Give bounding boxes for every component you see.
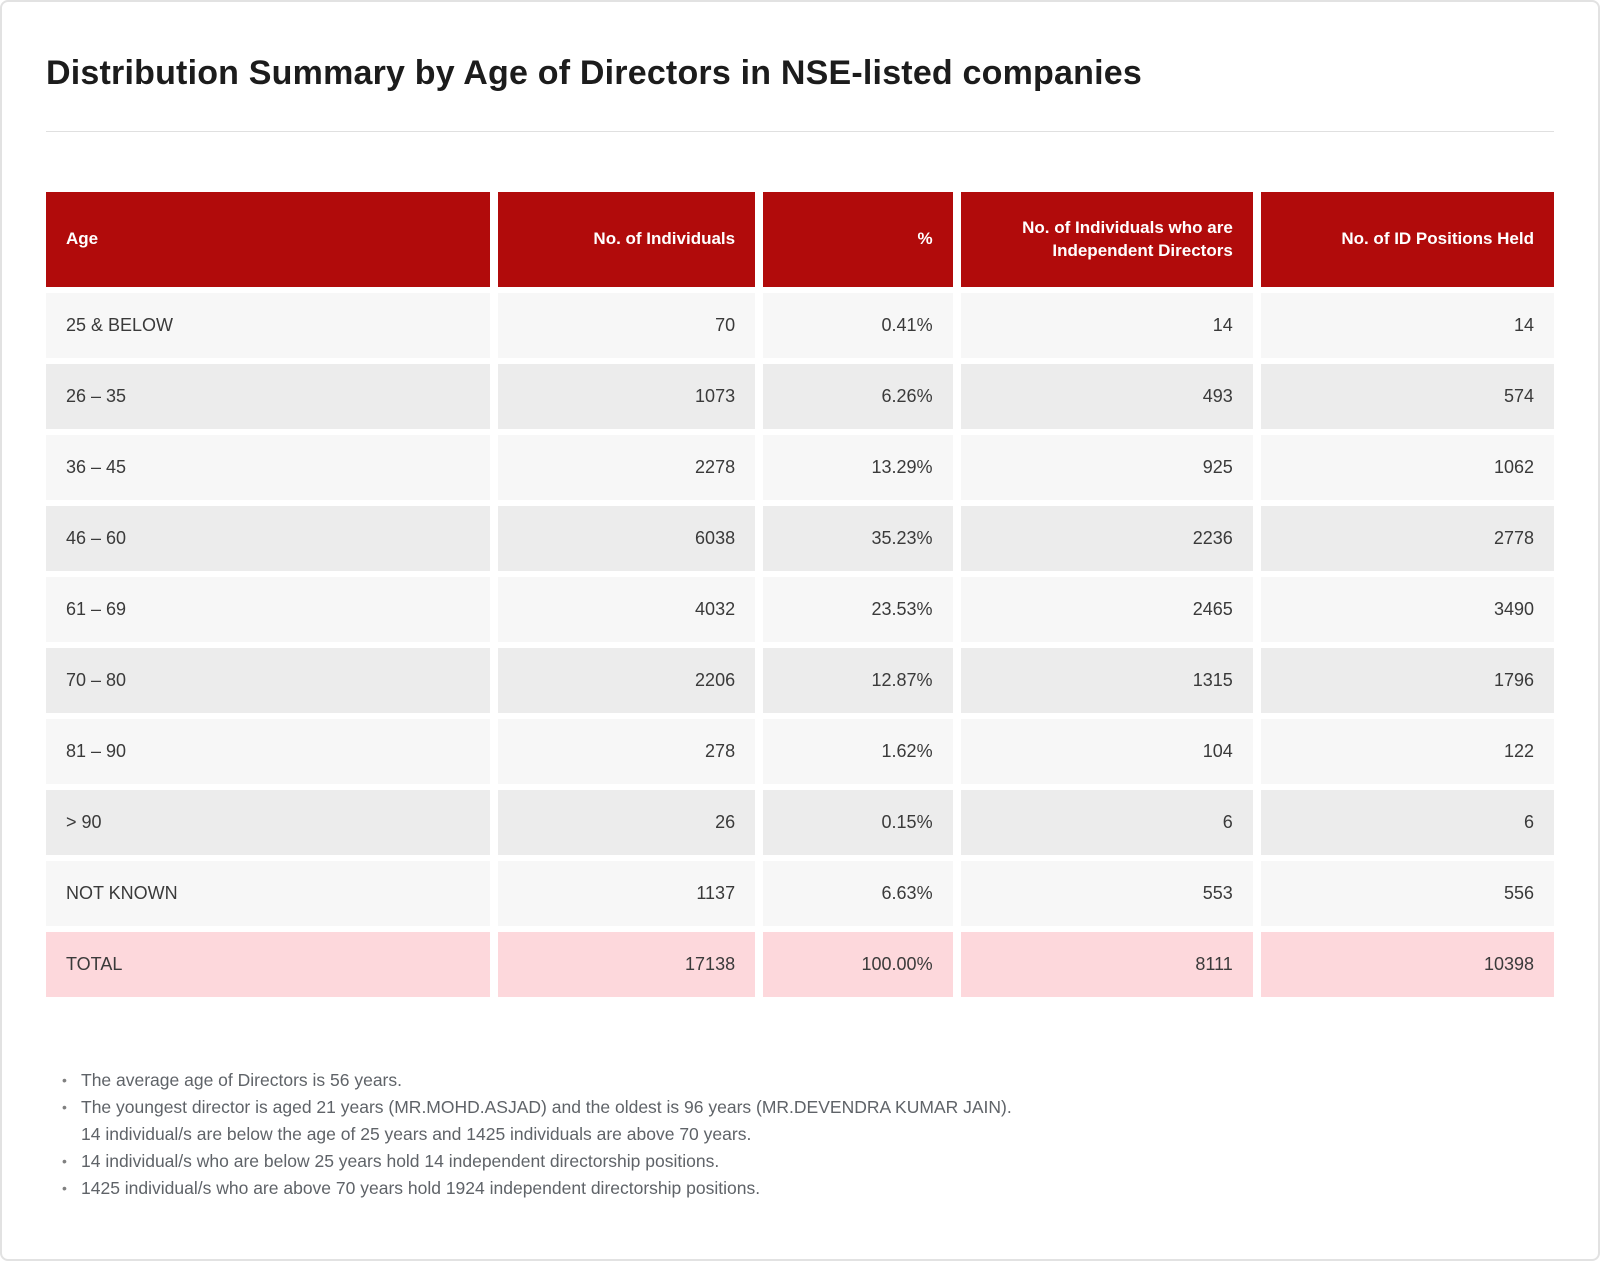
footnote-3: 14 individual/s who are below 25 years h… xyxy=(62,1148,1554,1175)
table-cell-percent: 0.15% xyxy=(763,790,953,855)
table-cell-independent-directors: 925 xyxy=(960,435,1253,500)
table-cell-independent-directors: 6 xyxy=(960,790,1253,855)
table-cell-individuals: 2278 xyxy=(497,435,756,500)
table-cell-individuals: 70 xyxy=(497,293,756,358)
column-header-id-positions: No. of ID Positions Held xyxy=(1260,192,1554,287)
table-cell-percent: 6.63% xyxy=(763,861,953,926)
table-cell-age: 61 – 69 xyxy=(46,577,490,642)
table-cell-age: NOT KNOWN xyxy=(46,861,490,926)
table-cell-independent-directors: 2236 xyxy=(960,506,1253,571)
title-divider xyxy=(46,131,1554,132)
column-header-age: Age xyxy=(46,192,490,287)
footnote-2: The youngest director is aged 21 years (… xyxy=(62,1094,1554,1148)
table-cell-independent-directors: 14 xyxy=(960,293,1253,358)
table-cell-independent-directors: 104 xyxy=(960,719,1253,784)
table-cell-individuals: 1137 xyxy=(497,861,756,926)
table-cell-id-positions: 2778 xyxy=(1260,506,1554,571)
column-header-percent: % xyxy=(763,192,953,287)
table-cell-individuals: 278 xyxy=(497,719,756,784)
column-header-independent-directors: No. of Individuals who are Independent D… xyxy=(960,192,1253,287)
footnote-1: The average age of Directors is 56 years… xyxy=(62,1067,1554,1094)
total-row-cell-percent: 100.00% xyxy=(763,932,953,997)
table-cell-independent-directors: 1315 xyxy=(960,648,1253,713)
table-cell-individuals: 26 xyxy=(497,790,756,855)
table-cell-individuals: 1073 xyxy=(497,364,756,429)
table-cell-id-positions: 3490 xyxy=(1260,577,1554,642)
table-cell-id-positions: 1796 xyxy=(1260,648,1554,713)
table-cell-independent-directors: 553 xyxy=(960,861,1253,926)
table-cell-id-positions: 6 xyxy=(1260,790,1554,855)
table-cell-percent: 0.41% xyxy=(763,293,953,358)
footnotes-list: The average age of Directors is 56 years… xyxy=(46,1067,1554,1202)
page-title: Distribution Summary by Age of Directors… xyxy=(46,54,1142,92)
table-cell-age: > 90 xyxy=(46,790,490,855)
table-cell-id-positions: 1062 xyxy=(1260,435,1554,500)
table-cell-age: 81 – 90 xyxy=(46,719,490,784)
table-cell-age: 70 – 80 xyxy=(46,648,490,713)
table-cell-percent: 13.29% xyxy=(763,435,953,500)
total-row-cell-id-positions: 10398 xyxy=(1260,932,1554,997)
table-cell-percent: 1.62% xyxy=(763,719,953,784)
table-cell-id-positions: 14 xyxy=(1260,293,1554,358)
table-cell-independent-directors: 493 xyxy=(960,364,1253,429)
table-cell-percent: 23.53% xyxy=(763,577,953,642)
total-row-cell-age: TOTAL xyxy=(46,932,490,997)
age-distribution-table: Age No. of Individuals% No. of Individuals… xyxy=(46,192,1554,997)
table-cell-id-positions: 556 xyxy=(1260,861,1554,926)
table-cell-age: 46 – 60 xyxy=(46,506,490,571)
table-cell-individuals: 2206 xyxy=(497,648,756,713)
table-cell-individuals: 6038 xyxy=(497,506,756,571)
column-header-individuals: No. of Individuals xyxy=(497,192,756,287)
table-cell-id-positions: 122 xyxy=(1260,719,1554,784)
table-cell-percent: 35.23% xyxy=(763,506,953,571)
table-cell-independent-directors: 2465 xyxy=(960,577,1253,642)
footnote-4: 1425 individual/s who are above 70 years… xyxy=(62,1175,1554,1202)
total-row-cell-independent-directors: 8111 xyxy=(960,932,1253,997)
table-cell-age: 26 – 35 xyxy=(46,364,490,429)
table-cell-percent: 12.87% xyxy=(763,648,953,713)
table-cell-individuals: 4032 xyxy=(497,577,756,642)
table-cell-percent: 6.26% xyxy=(763,364,953,429)
total-row-cell-individuals: 17138 xyxy=(497,932,756,997)
table-cell-id-positions: 574 xyxy=(1260,364,1554,429)
table-cell-age: 36 – 45 xyxy=(46,435,490,500)
table-cell-age: 25 & BELOW xyxy=(46,293,490,358)
